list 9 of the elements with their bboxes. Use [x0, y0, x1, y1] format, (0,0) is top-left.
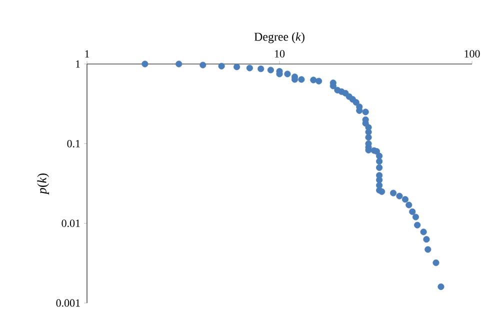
- y-tick-label: 0.1: [67, 140, 80, 148]
- x-axis-title: Degree (k): [254, 32, 304, 44]
- y-tick-label: 0.001: [56, 299, 80, 307]
- x-tick-label: 10: [274, 50, 285, 58]
- x-tick-label: 1: [85, 50, 90, 58]
- x-tick-label: 100: [464, 50, 480, 58]
- y-tick-label: 0.01: [62, 220, 80, 228]
- y-axis-title: p(k): [37, 174, 49, 195]
- y-tick-label: 1: [76, 60, 80, 68]
